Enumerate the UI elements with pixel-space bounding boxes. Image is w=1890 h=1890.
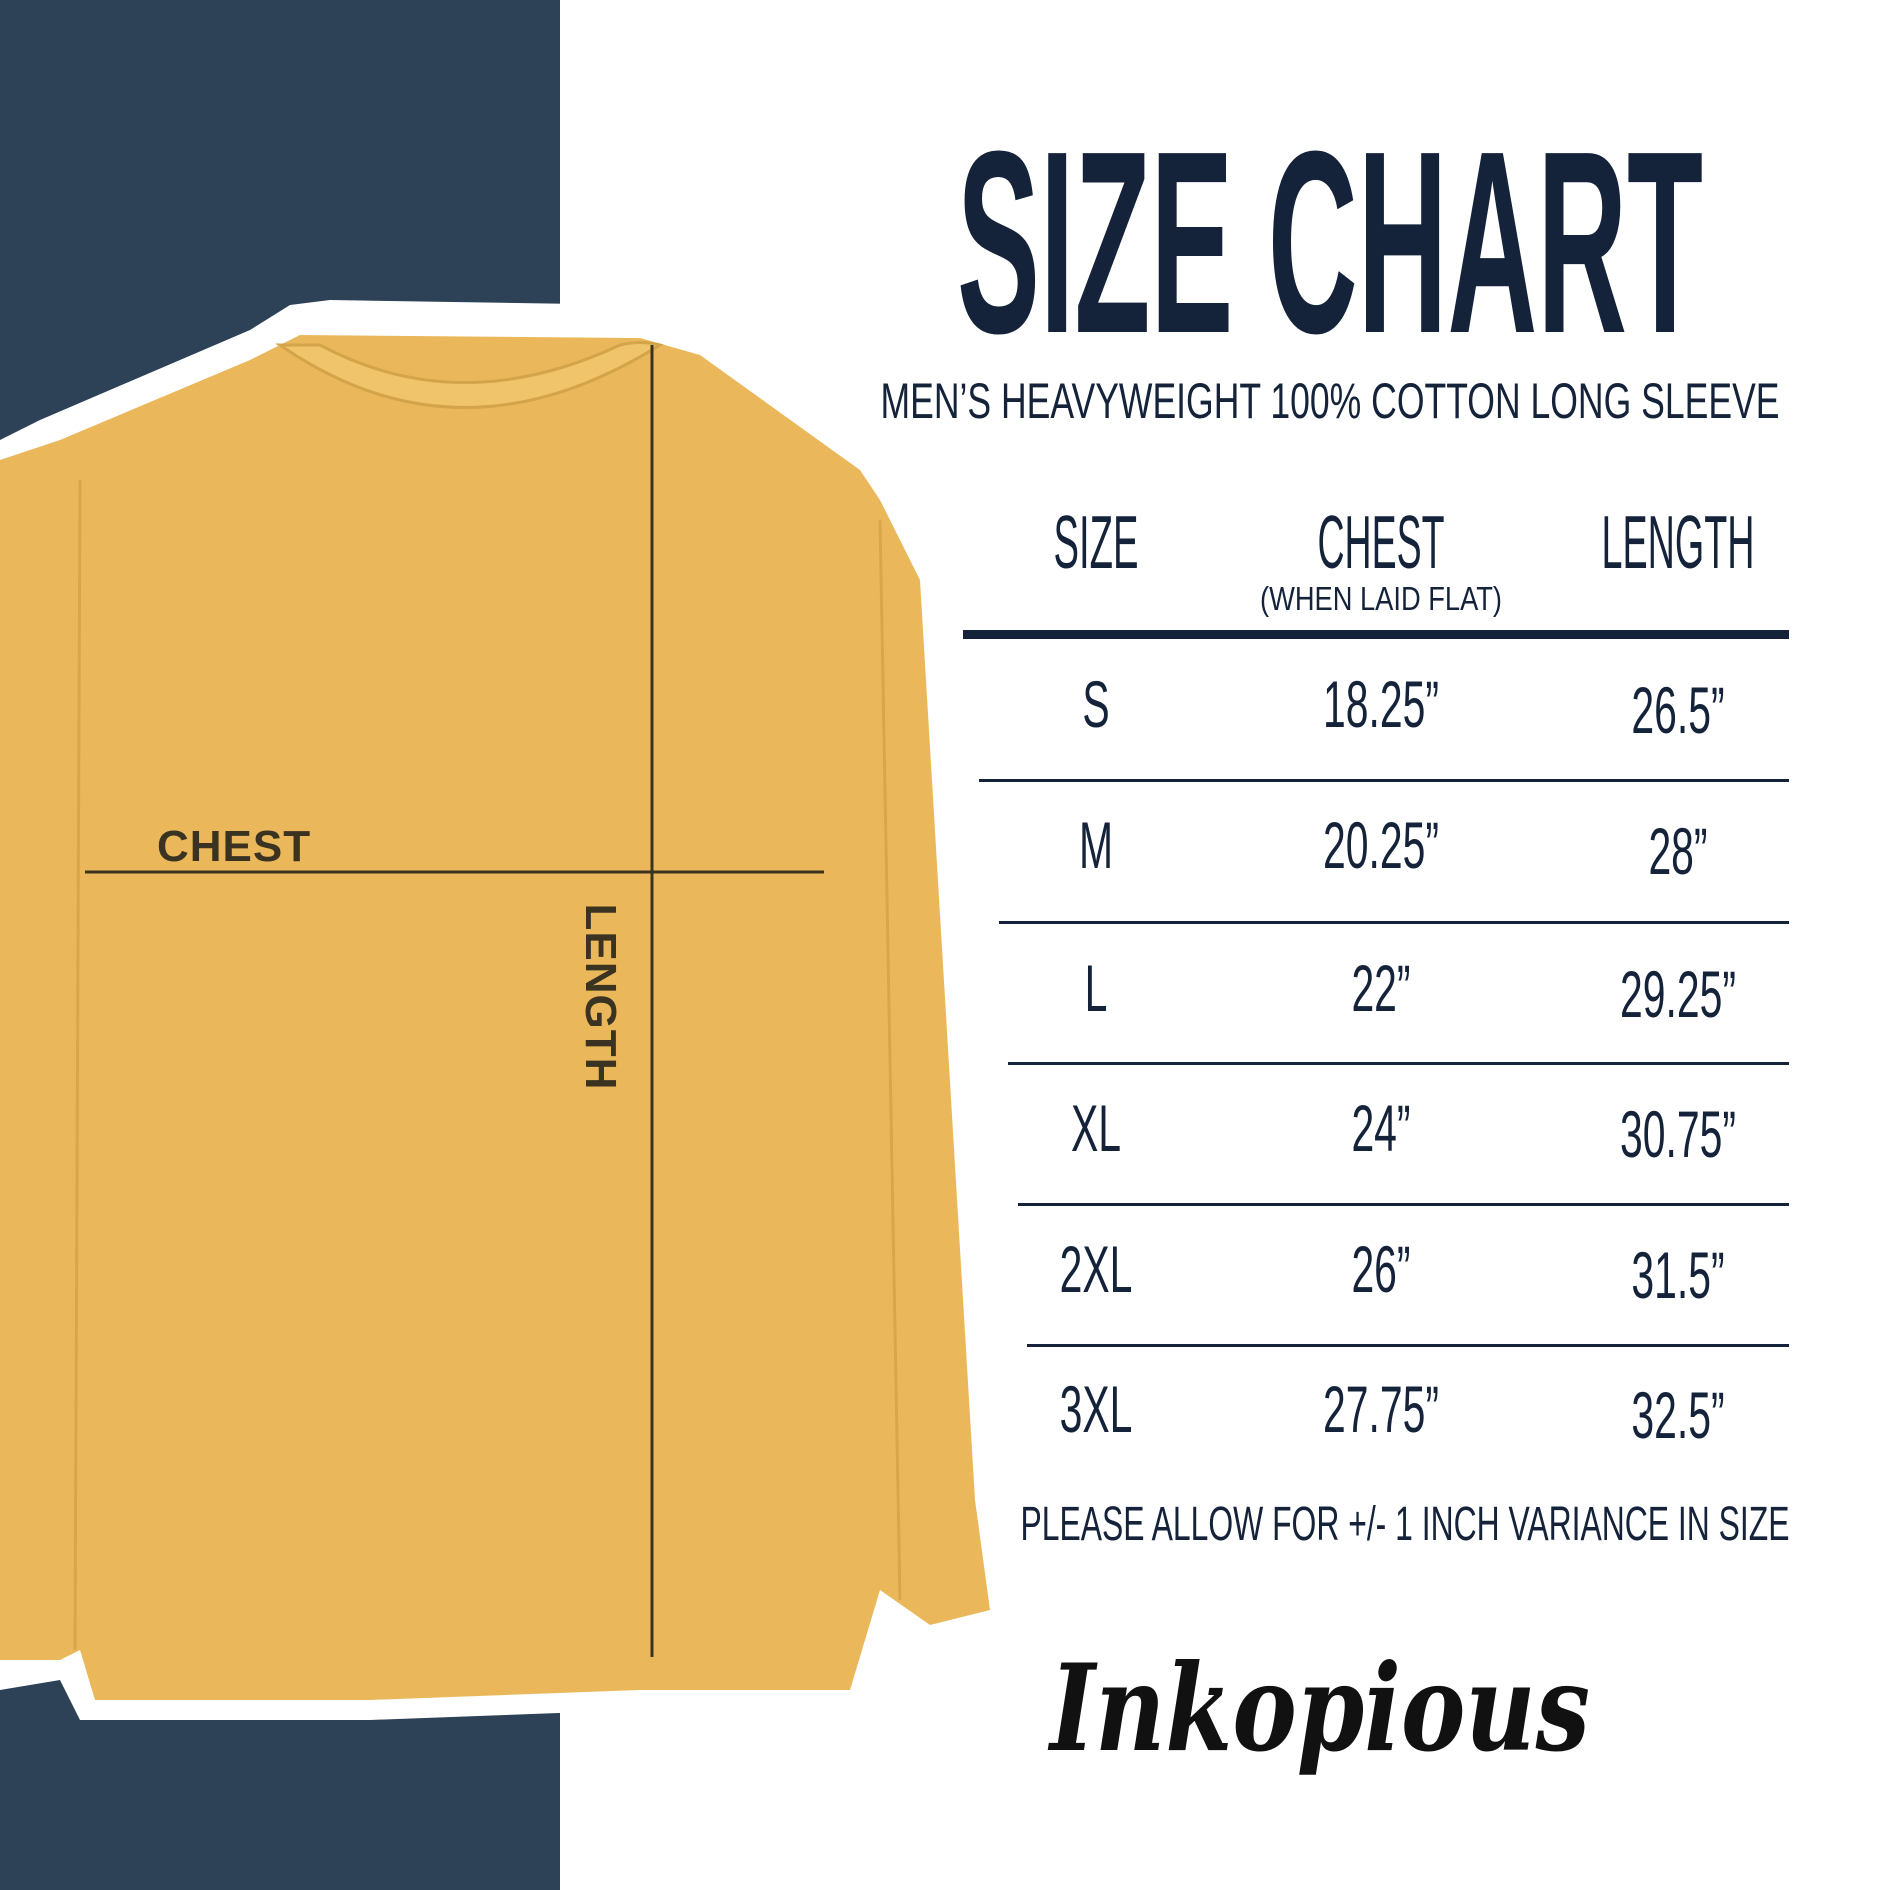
header-size: SIZE	[1054, 500, 1139, 580]
svg-text:31.5”: 31.5”	[1631, 1238, 1724, 1312]
length-label: LENGTH	[576, 903, 625, 1091]
cell-chest: 26”	[1351, 1232, 1410, 1306]
header-length: LENGTH	[1602, 500, 1755, 580]
svg-text:28”: 28”	[1648, 814, 1707, 888]
cell-length: 32.5”	[1631, 1378, 1724, 1452]
svg-text:(WHEN LAID FLAT): (WHEN LAID FLAT)	[1260, 580, 1502, 617]
svg-text:26”: 26”	[1351, 1232, 1410, 1306]
row-divider	[1027, 1344, 1789, 1347]
svg-text:2XL: 2XL	[1060, 1232, 1133, 1306]
cell-length: 26.5”	[1631, 673, 1724, 747]
long-sleeve-shirt-image	[0, 335, 990, 1700]
header-chest: CHEST	[1318, 500, 1445, 580]
svg-text:24”: 24”	[1351, 1091, 1410, 1165]
cell-size: M	[1079, 808, 1113, 882]
cell-size: XL	[1071, 1091, 1121, 1165]
svg-text:Inkopious: Inkopious	[1048, 1638, 1590, 1779]
svg-text:LENGTH: LENGTH	[1602, 500, 1755, 580]
svg-text:20.25”: 20.25”	[1323, 808, 1439, 882]
cell-chest: 27.75”	[1323, 1372, 1439, 1446]
svg-text:SIZE: SIZE	[1054, 500, 1139, 580]
cell-size: S	[1082, 667, 1109, 741]
inkopious-logo: Inkopious	[1048, 1638, 1590, 1779]
cell-chest: 18.25”	[1323, 667, 1439, 741]
row-divider	[1018, 1203, 1789, 1206]
subtitle: MEN’S HEAVYWEIGHT 100% COTTON LONG SLEEV…	[881, 373, 1780, 429]
svg-text:CHEST: CHEST	[1318, 500, 1445, 580]
row-divider	[999, 921, 1789, 924]
variance-note: PLEASE ALLOW FOR +/- 1 INCH VARIANCE IN …	[1021, 1498, 1790, 1551]
shirt-collar	[275, 341, 664, 409]
svg-text:30.75”: 30.75”	[1620, 1097, 1736, 1171]
svg-text:18.25”: 18.25”	[1323, 667, 1439, 741]
svg-text:S: S	[1082, 667, 1109, 741]
svg-text:SIZE CHART: SIZE CHART	[957, 110, 1703, 350]
cell-length: 31.5”	[1631, 1238, 1724, 1312]
svg-text:32.5”: 32.5”	[1631, 1378, 1724, 1452]
svg-text:XL: XL	[1071, 1091, 1121, 1165]
svg-text:26.5”: 26.5”	[1631, 673, 1724, 747]
chest-label: CHEST	[157, 822, 312, 871]
svg-text:29.25”: 29.25”	[1620, 957, 1736, 1031]
shirt-body	[0, 335, 990, 1700]
header-divider	[963, 630, 1789, 639]
cell-chest: 22”	[1351, 951, 1410, 1025]
row-divider	[1008, 1062, 1789, 1065]
svg-text:27.75”: 27.75”	[1323, 1372, 1439, 1446]
svg-text:3XL: 3XL	[1060, 1372, 1133, 1446]
svg-text:L: L	[1085, 951, 1108, 1025]
svg-text:MEN’S HEAVYWEIGHT 100% COTTON: MEN’S HEAVYWEIGHT 100% COTTON LONG SLEEV…	[881, 373, 1780, 429]
cell-length: 30.75”	[1620, 1097, 1736, 1171]
cell-size: 3XL	[1060, 1372, 1133, 1446]
row-divider	[979, 779, 1789, 782]
cell-length: 28”	[1648, 814, 1707, 888]
cell-size: 2XL	[1060, 1232, 1133, 1306]
page-title: SIZE CHART	[957, 110, 1703, 350]
svg-text:22”: 22”	[1351, 951, 1410, 1025]
cell-size: L	[1085, 951, 1108, 1025]
cell-chest: 20.25”	[1323, 808, 1439, 882]
svg-text:PLEASE ALLOW FOR +/- 1 INCH VA: PLEASE ALLOW FOR +/- 1 INCH VARIANCE IN …	[1021, 1498, 1790, 1551]
svg-text:M: M	[1079, 808, 1113, 882]
cell-length: 29.25”	[1620, 957, 1736, 1031]
cell-chest: 24”	[1351, 1091, 1410, 1165]
header-chest-note: (WHEN LAID FLAT)	[1260, 580, 1502, 617]
